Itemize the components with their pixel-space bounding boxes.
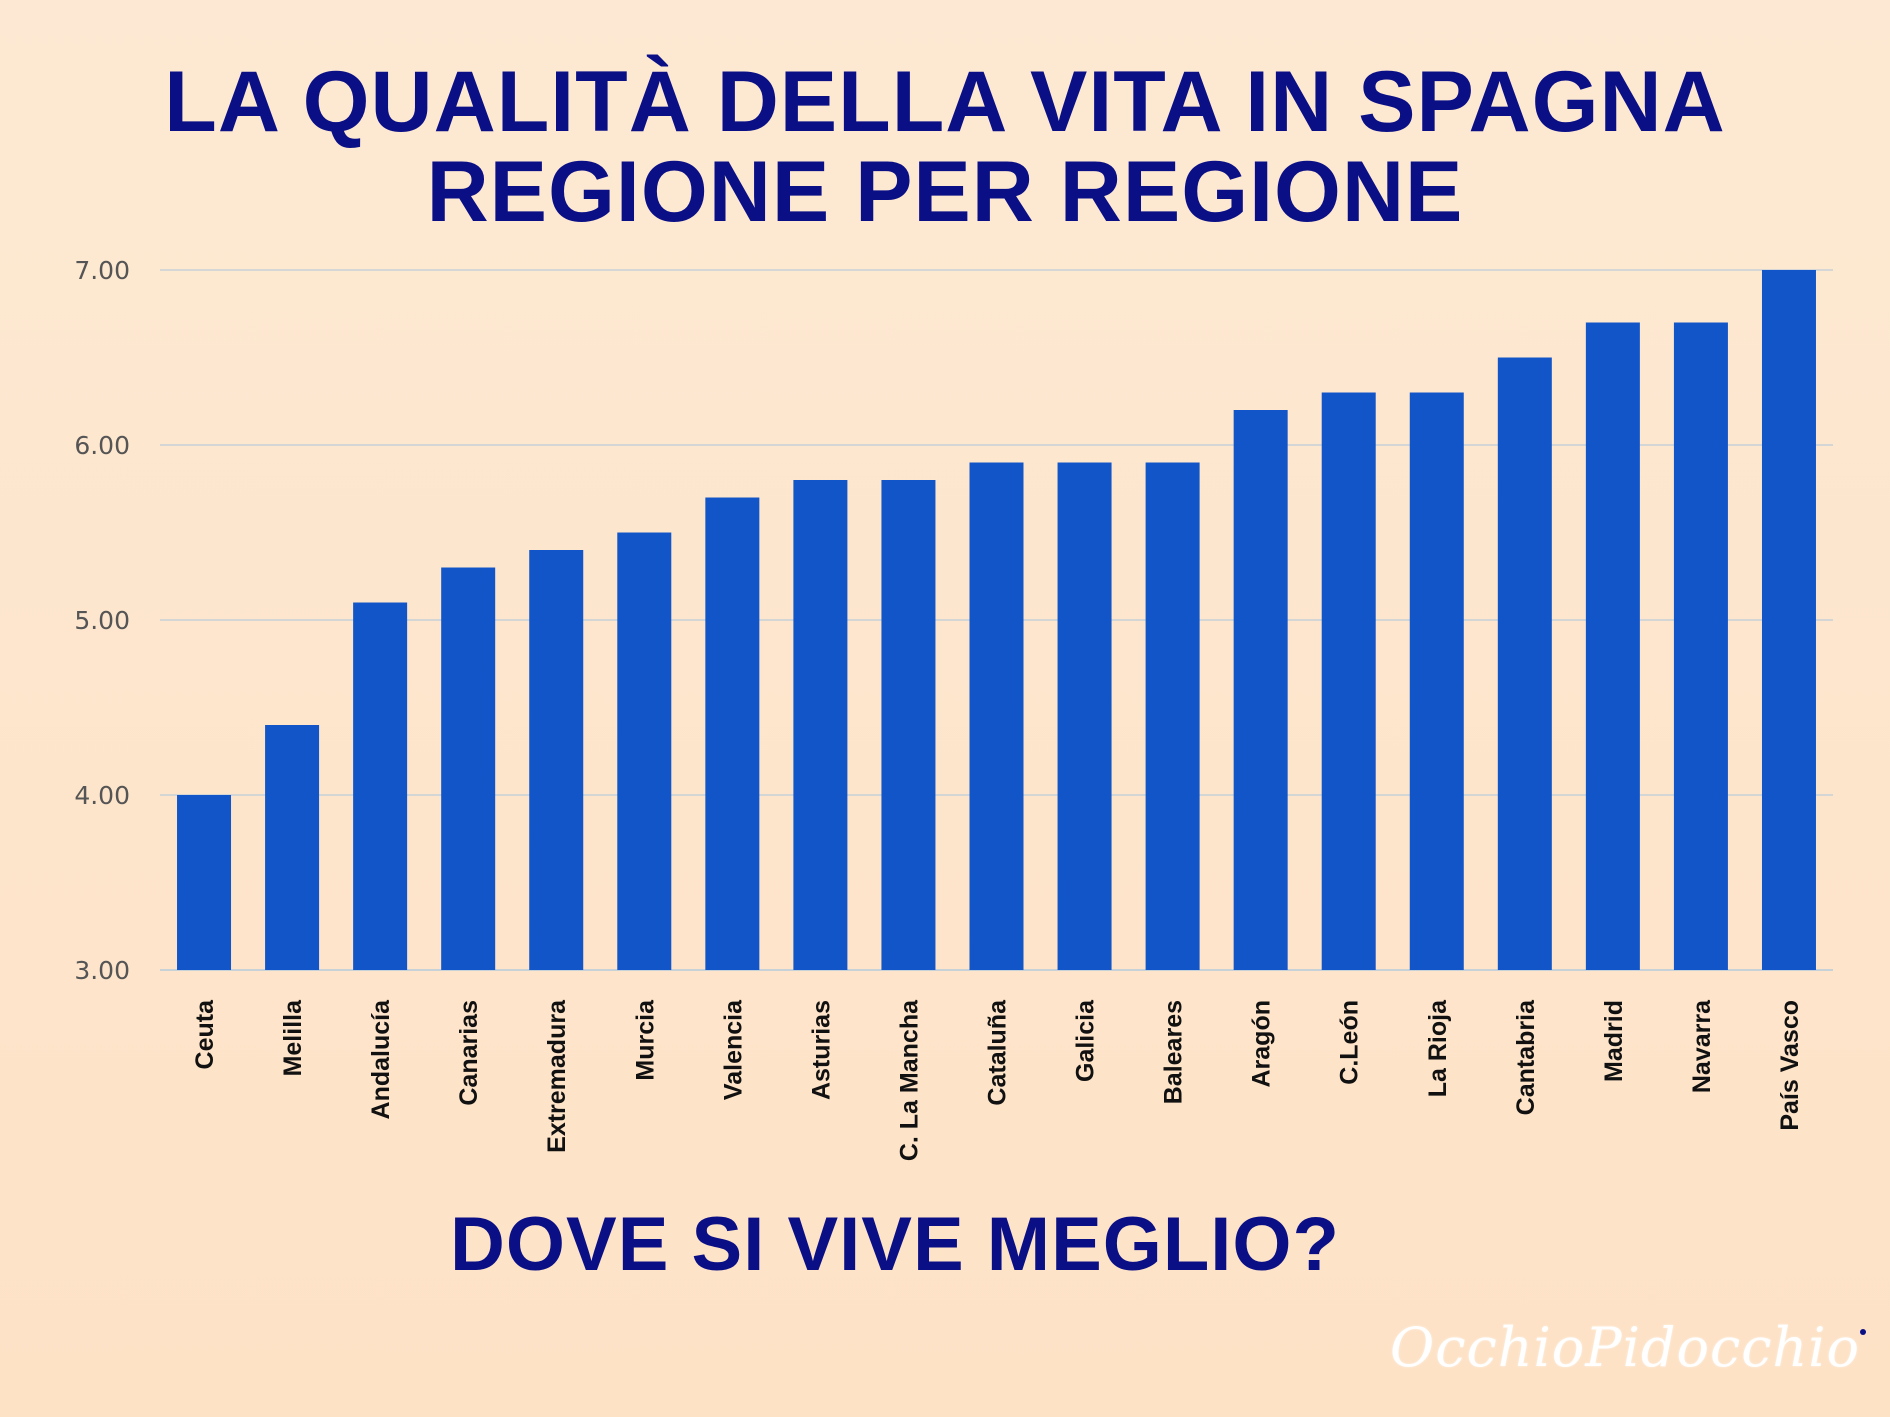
x-tick-label: Madrid bbox=[1600, 1000, 1628, 1082]
bar-extremadura bbox=[529, 550, 584, 970]
y-tick-label: 3.00 bbox=[74, 956, 130, 985]
x-tick-label: Baleares bbox=[1160, 1000, 1188, 1104]
bar-andaluc-a bbox=[353, 602, 408, 970]
bars bbox=[177, 270, 1816, 970]
bar-la-rioja bbox=[1409, 392, 1464, 970]
x-tick-label: Galicia bbox=[1072, 999, 1100, 1082]
bar-valencia bbox=[705, 497, 760, 970]
bar-ceuta bbox=[177, 795, 232, 970]
bar-murcia bbox=[617, 532, 672, 970]
x-tick-label: Andalucía bbox=[367, 999, 395, 1120]
bar-pa-s-vasco bbox=[1761, 270, 1816, 970]
y-tick-label: 4.00 bbox=[74, 781, 130, 810]
x-tick-label: Aragón bbox=[1248, 1000, 1276, 1088]
y-tick-label: 5.00 bbox=[74, 606, 130, 635]
bar-madrid bbox=[1585, 322, 1640, 970]
y-axis: 3.00 4.00 5.00 6.00 7.00 bbox=[74, 256, 130, 985]
x-tick-label: Melilla bbox=[279, 999, 307, 1077]
bar-c-la-mancha bbox=[881, 480, 936, 970]
bar-navarra bbox=[1673, 322, 1728, 970]
x-tick-label: La Rioja bbox=[1424, 999, 1452, 1097]
chart-title-line-1: LA QUALITÀ DELLA VITA IN SPAGNA bbox=[164, 54, 1726, 150]
chart-title-line-2: REGIONE PER REGIONE bbox=[426, 144, 1464, 240]
x-tick-label: C.León bbox=[1336, 1000, 1364, 1085]
x-tick-label: Extremadura bbox=[543, 999, 571, 1153]
x-tick-label: Navarra bbox=[1688, 999, 1716, 1093]
bar-canarias bbox=[441, 567, 496, 970]
x-tick-label: País Vasco bbox=[1776, 1000, 1804, 1131]
bar-cantabria bbox=[1497, 357, 1552, 970]
bar-arag-n bbox=[1233, 410, 1288, 970]
bar-melilla bbox=[265, 725, 320, 970]
x-tick-label: Murcia bbox=[631, 999, 659, 1081]
bar-c-le-n bbox=[1321, 392, 1376, 970]
y-tick-label: 6.00 bbox=[74, 431, 130, 460]
y-tick-label: 7.00 bbox=[74, 256, 130, 285]
x-tick-label: Canarias bbox=[455, 1000, 483, 1106]
brand-logo: OcchioPidocchio bbox=[1389, 1316, 1860, 1379]
logo-dot bbox=[1860, 1329, 1866, 1335]
x-tick-label: Valencia bbox=[719, 999, 747, 1100]
x-tick-label: Cantabria bbox=[1512, 999, 1540, 1115]
x-tick-label: C. La Mancha bbox=[895, 999, 923, 1161]
bar-asturias bbox=[793, 480, 848, 970]
bar-baleares bbox=[1145, 462, 1200, 970]
x-tick-label: Ceuta bbox=[191, 999, 219, 1070]
bottom-question: DOVE SI VIVE MEGLIO? bbox=[450, 1202, 1340, 1287]
x-tick-label: Cataluña bbox=[984, 999, 1012, 1106]
x-axis: Ceuta Melilla Andalucía Canarias Extremadura… bbox=[191, 999, 1804, 1161]
bar-galicia bbox=[1057, 462, 1112, 970]
bar-catalu-a bbox=[969, 462, 1024, 970]
x-tick-label: Asturias bbox=[807, 1000, 835, 1100]
